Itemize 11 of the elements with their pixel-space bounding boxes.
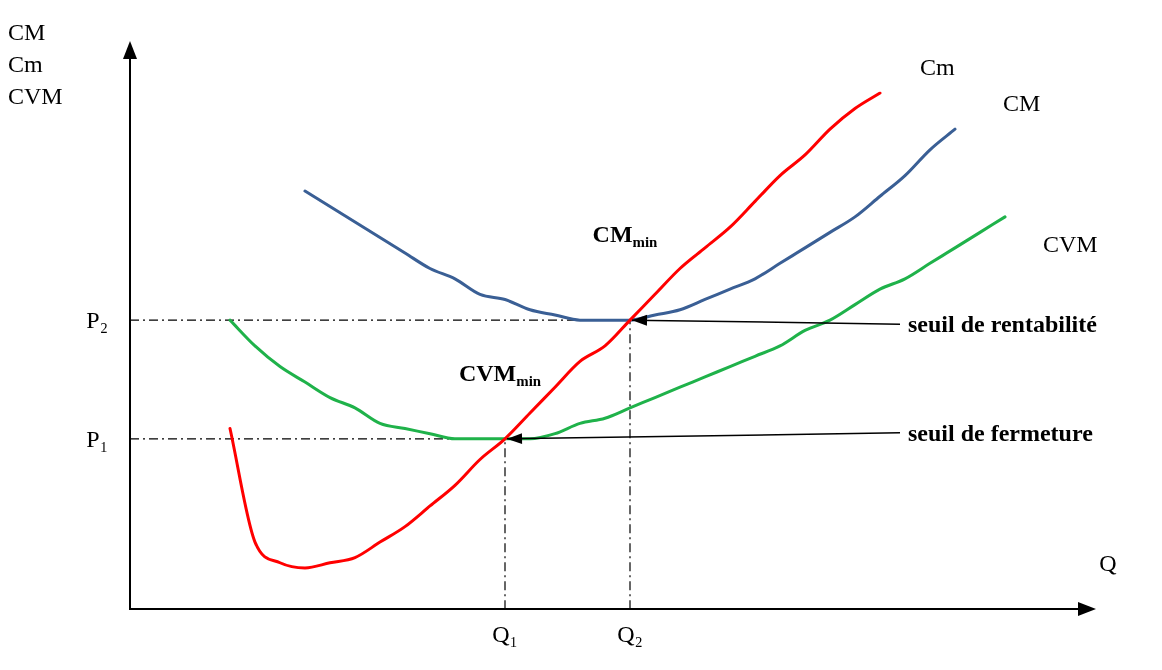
series-label: Cm: [920, 54, 956, 80]
text: CM: [1003, 90, 1041, 117]
annotation: seuil de rentabilité: [908, 311, 1098, 338]
y-axis-title: CM Cm CVM: [8, 19, 63, 109]
ref-line-label: P₁: [86, 425, 108, 452]
x-axis-title: Q: [1099, 550, 1117, 577]
series-label: CVM: [1043, 230, 1098, 257]
x-tick-label: Q₁: [492, 620, 518, 647]
annotation: seuil de fermeture: [908, 419, 1094, 446]
ref-line-label: P₂: [86, 307, 108, 334]
x-tick-label: Q₂: [617, 620, 643, 647]
